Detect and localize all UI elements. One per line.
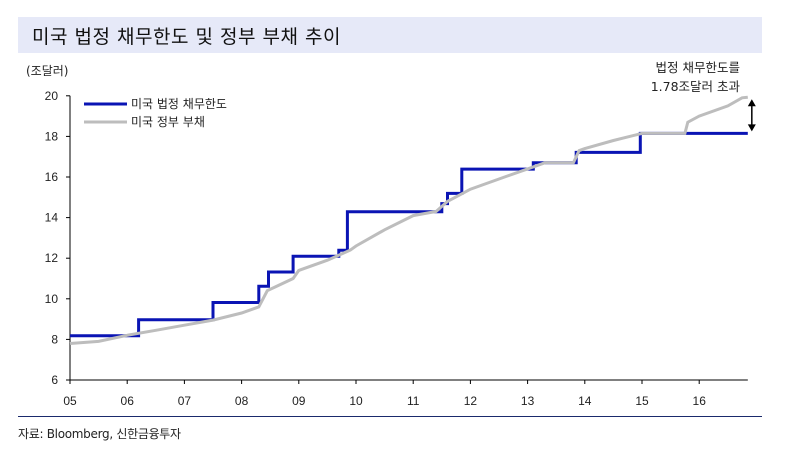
chart-title: 미국 법정 채무한도 및 정부 부채 추이 (32, 26, 341, 48)
y-tick-label: 18 (45, 129, 59, 143)
double-arrow-icon (747, 99, 756, 132)
x-tick-label: 10 (349, 394, 363, 408)
x-tick-label: 12 (464, 394, 478, 408)
y-tick-label: 16 (45, 170, 59, 184)
x-tick-label: 11 (407, 394, 420, 408)
x-tick-label: 09 (292, 394, 306, 408)
y-tick-label: 6 (51, 373, 58, 387)
x-tick-label: 15 (635, 394, 649, 408)
y-tick-label: 12 (45, 251, 59, 265)
legend-label: 미국 정부 부채 (131, 115, 205, 129)
x-tick-label: 13 (521, 394, 535, 408)
title-band: 미국 법정 채무한도 및 정부 부채 추이 (18, 17, 762, 53)
series-public-debt (69, 95, 748, 345)
annotation-line-1: 법정 채무한도를 (655, 60, 740, 75)
x-tick-label: 06 (121, 394, 135, 408)
bottom-rule (18, 416, 762, 417)
y-tick-label: 20 (45, 89, 59, 103)
exceed-annotation: 법정 채무한도를 1.78조달러 초과 (600, 58, 740, 96)
y-tick-label: 14 (45, 211, 59, 225)
y-axis-unit-label: (조달러) (26, 64, 69, 78)
x-tick-label: 16 (693, 394, 707, 408)
series-debt-limit (70, 131, 748, 338)
y-tick-label: 10 (45, 292, 59, 306)
x-tick-label: 07 (178, 394, 192, 408)
source-note: 자료: Bloomberg, 신한금융투자 (18, 427, 181, 441)
axes: 6 8 10 12 14 16 18 20 05 06 07 08 09 10 11 12 13 14 15 16 (45, 89, 748, 408)
x-tick-label: 14 (578, 394, 592, 408)
annotation-line-2: 1.78조달러 초과 (650, 79, 740, 94)
series-layer (69, 95, 748, 345)
legend-label: 미국 법정 채무한도 (131, 97, 227, 111)
x-tick-label: 05 (63, 394, 77, 408)
x-tick-label: 08 (235, 394, 249, 408)
y-tick-label: 8 (51, 332, 58, 346)
